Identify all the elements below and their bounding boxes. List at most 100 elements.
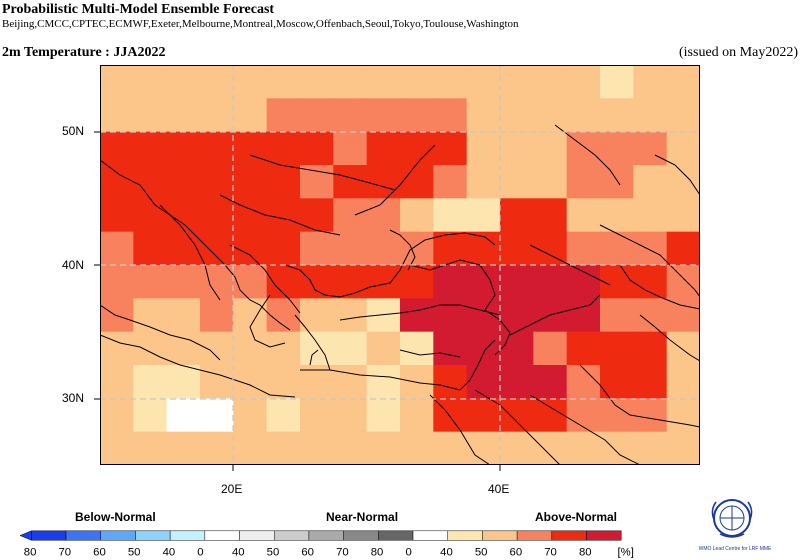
probability-cell [533,131,568,166]
probability-cell [533,398,568,433]
probability-cell [633,231,668,266]
probability-cell [533,165,568,199]
probability-cell [433,365,468,399]
probability-cell [400,198,434,233]
probability-cell [333,65,368,99]
probability-cell [400,98,434,133]
probability-cell [600,298,634,333]
probability-cell [633,398,668,433]
legend-swatch [308,530,344,541]
probability-cell [366,265,401,299]
probability-cell [666,431,700,465]
legend-swatch [135,530,171,541]
probability-cell [500,231,534,266]
probability-cell [133,65,168,99]
probability-cell [133,265,168,299]
legend-swatch [31,530,67,541]
map-frame [100,65,700,465]
probability-cell [233,165,268,199]
probability-map [100,65,700,465]
probability-cell [433,165,468,199]
probability-cell [233,398,268,433]
probability-cell [433,265,468,299]
probability-cell [666,165,700,199]
probability-cell [233,131,268,166]
probability-cell [400,298,434,333]
probability-cell [633,165,668,199]
probability-cell [233,431,268,465]
probability-cell [666,231,700,266]
probability-cell [200,331,234,366]
probability-cell [300,398,334,433]
legend-tick-label: 80 [24,546,37,558]
probability-cell [266,231,301,266]
probability-cell [666,298,700,333]
legend-tick-label: 60 [301,546,314,558]
probability-cell [200,198,234,233]
probability-cell [100,165,134,199]
probability-cell [266,398,301,433]
legend-swatch [273,530,310,541]
probability-cell [366,65,401,99]
probability-cell [100,365,134,399]
probability-cell [500,98,534,133]
probability-cell [633,331,668,366]
probability-cell [566,231,601,266]
issue-date: (issued on May2022) [679,45,798,60]
probability-cell [433,131,468,166]
probability-cell [566,65,601,99]
probability-cell [133,198,168,233]
probability-cell [233,265,268,299]
probability-cell [600,131,634,166]
probability-cell [533,365,568,399]
legend-tick-label: 50 [475,546,488,558]
probability-cell [400,431,434,465]
probability-cell [366,398,401,433]
probability-cell [633,65,668,99]
probability-cell [600,165,634,199]
probability-cell [100,398,134,433]
probability-cell [266,131,301,166]
probability-cell [633,431,668,465]
probability-cell [166,431,201,465]
probability-cell [200,131,234,166]
legend-arrow [20,530,32,541]
probability-cell [366,231,401,266]
probability-cell [633,98,668,133]
probability-cell [333,98,368,133]
map-title: Probabilistic Multi-Model Ensemble Forec… [2,2,275,17]
legend-unit: [%] [618,546,634,558]
legend-tick-label: 80 [579,546,592,558]
probability-cell [300,231,334,266]
probability-cell [600,98,634,133]
probability-cell [433,65,468,99]
legend-swatch [65,530,101,541]
probability-cell [266,365,301,399]
legend-swatch [204,530,240,541]
probability-cell [233,231,268,266]
probability-cell [133,365,168,399]
probability-cell [566,431,601,465]
probability-cell [400,398,434,433]
probability-cell [633,298,668,333]
lat-label-40n: 40N [62,258,85,272]
probability-cell [533,231,568,266]
probability-cell [100,131,134,166]
probability-cell [133,98,168,133]
probability-cell [500,265,534,299]
probability-cell [166,198,201,233]
legend-tick-label: 80 [371,546,384,558]
probability-cell [500,165,534,199]
legend-tick-label: 70 [336,546,349,558]
probability-cell [300,298,334,333]
probability-cell [566,165,601,199]
legend-swatch [343,530,379,541]
probability-cell [633,365,668,399]
probability-cell [200,65,234,99]
probability-cell [233,365,268,399]
axis-ticks [94,131,501,471]
probability-cell [566,298,601,333]
probability-cell [500,398,534,433]
probability-cell [600,331,634,366]
probability-cell [166,265,201,299]
